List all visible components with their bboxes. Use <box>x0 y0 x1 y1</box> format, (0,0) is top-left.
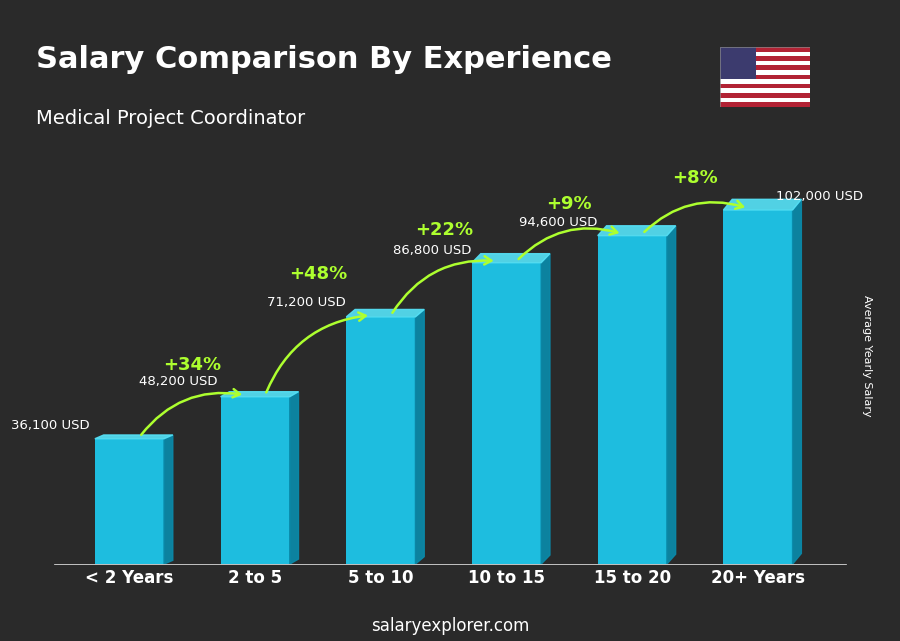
Text: Medical Project Coordinator: Medical Project Coordinator <box>36 109 305 128</box>
Text: +9%: +9% <box>546 195 592 213</box>
Bar <box>720 79 810 84</box>
Bar <box>720 61 810 65</box>
Bar <box>720 47 810 51</box>
Bar <box>724 210 793 564</box>
Bar <box>720 70 810 74</box>
Bar <box>720 103 810 107</box>
Bar <box>94 438 164 564</box>
Polygon shape <box>598 226 676 236</box>
Polygon shape <box>164 435 173 564</box>
Text: 48,200 USD: 48,200 USD <box>139 376 218 388</box>
FancyArrowPatch shape <box>518 227 617 259</box>
FancyArrowPatch shape <box>392 256 491 313</box>
Text: 36,100 USD: 36,100 USD <box>11 419 89 433</box>
Polygon shape <box>290 392 299 564</box>
Polygon shape <box>416 310 424 564</box>
Bar <box>346 317 416 564</box>
Bar <box>720 74 810 79</box>
Bar <box>598 236 667 564</box>
Bar <box>720 47 756 79</box>
Text: +8%: +8% <box>672 169 718 187</box>
Text: Salary Comparison By Experience: Salary Comparison By Experience <box>36 45 612 74</box>
Bar <box>720 65 810 70</box>
Bar <box>720 93 810 97</box>
Text: Average Yearly Salary: Average Yearly Salary <box>862 295 872 417</box>
Bar <box>472 263 541 564</box>
Text: 102,000 USD: 102,000 USD <box>776 190 862 203</box>
Bar <box>720 84 810 88</box>
Text: 86,800 USD: 86,800 USD <box>393 244 472 256</box>
Bar <box>720 51 810 56</box>
Polygon shape <box>346 310 424 317</box>
Polygon shape <box>724 199 801 210</box>
Polygon shape <box>667 226 676 564</box>
Polygon shape <box>541 254 550 564</box>
Polygon shape <box>472 254 550 263</box>
Text: 71,200 USD: 71,200 USD <box>267 296 346 310</box>
Bar <box>220 397 290 564</box>
Bar <box>720 56 810 61</box>
Text: +48%: +48% <box>289 265 347 283</box>
Text: 94,600 USD: 94,600 USD <box>518 216 597 229</box>
Polygon shape <box>220 392 299 397</box>
FancyArrowPatch shape <box>141 389 240 435</box>
Text: +34%: +34% <box>163 356 221 374</box>
Text: salaryexplorer.com: salaryexplorer.com <box>371 617 529 635</box>
Polygon shape <box>793 199 801 564</box>
Text: +22%: +22% <box>415 221 473 239</box>
Bar <box>720 97 810 103</box>
Polygon shape <box>94 435 173 438</box>
Bar <box>720 88 810 93</box>
FancyArrowPatch shape <box>266 312 365 392</box>
FancyArrowPatch shape <box>644 201 742 232</box>
